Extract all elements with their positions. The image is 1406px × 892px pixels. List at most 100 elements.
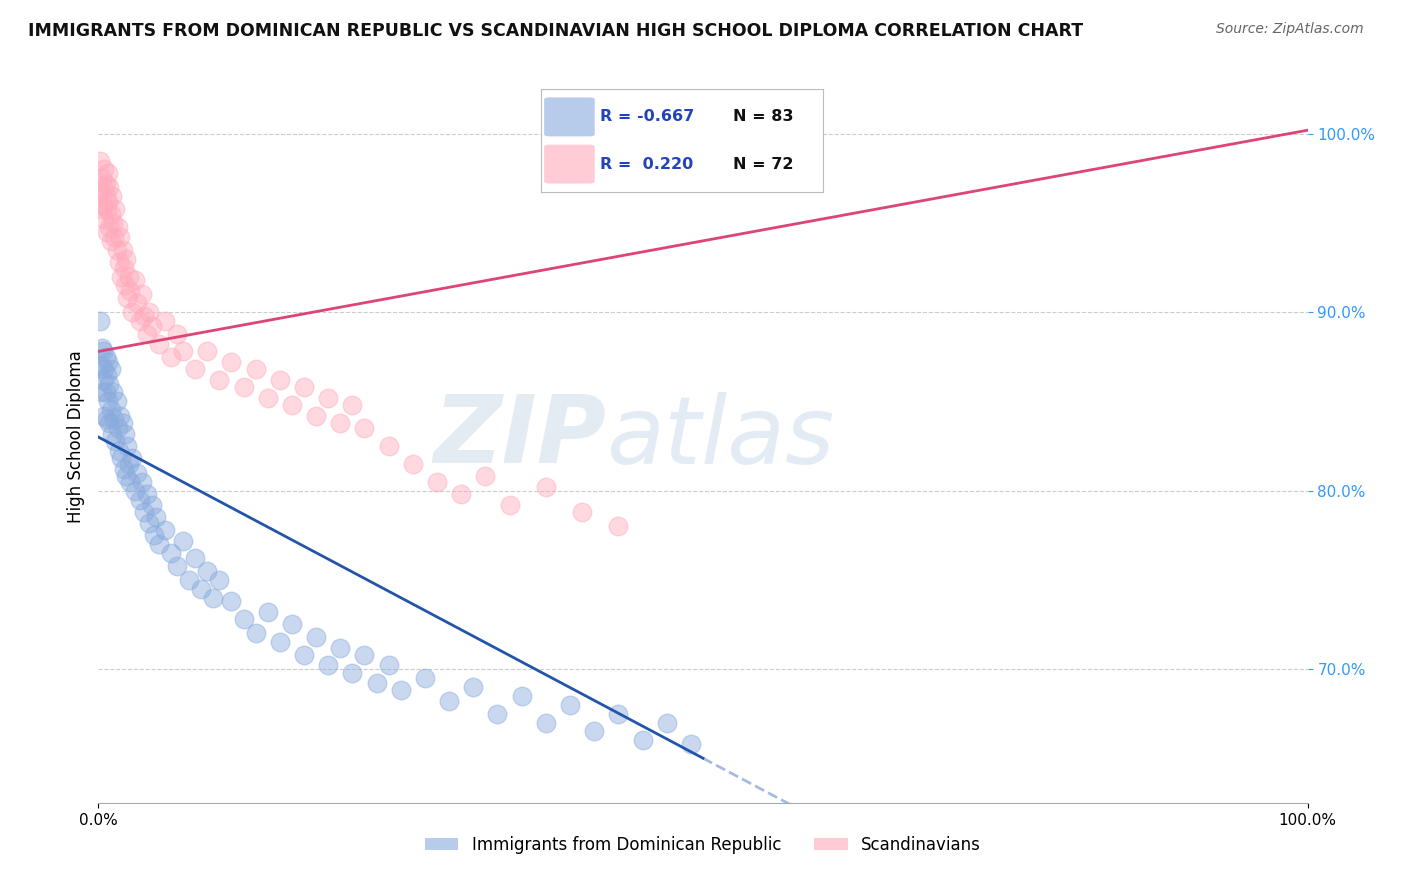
Point: [118, 269, 141, 284]
Point: [91, 171, 114, 186]
Point: [256, 391, 278, 405]
Point: [679, 737, 702, 751]
Text: Source: ZipAtlas.com: Source: ZipAtlas.com: [1216, 22, 1364, 37]
Point: [104, 434, 127, 448]
Point: [631, 733, 654, 747]
Point: [89, 314, 111, 328]
Point: [117, 439, 139, 453]
Point: [141, 319, 163, 334]
Point: [118, 284, 141, 298]
Point: [96, 412, 118, 426]
Point: [131, 287, 153, 301]
Point: [281, 398, 304, 412]
Point: [96, 202, 118, 216]
Point: [134, 505, 156, 519]
Point: [91, 385, 114, 400]
Point: [100, 189, 122, 203]
Point: [143, 528, 166, 542]
Point: [93, 162, 115, 177]
Point: [195, 564, 218, 578]
Point: [115, 469, 138, 483]
Text: ZIP: ZIP: [433, 391, 606, 483]
Point: [208, 373, 231, 387]
Point: [107, 421, 129, 435]
Point: [172, 533, 194, 548]
Point: [292, 648, 315, 662]
Point: [486, 706, 509, 721]
Text: R = -0.667: R = -0.667: [600, 110, 695, 124]
Point: [100, 234, 122, 248]
Point: [329, 640, 352, 655]
Point: [100, 403, 122, 417]
Text: R =  0.220: R = 0.220: [600, 157, 693, 171]
Point: [437, 694, 460, 708]
Point: [208, 573, 231, 587]
Point: [108, 230, 131, 244]
Point: [96, 225, 118, 239]
Point: [105, 243, 128, 257]
Point: [232, 380, 254, 394]
Point: [316, 391, 339, 405]
Point: [118, 457, 141, 471]
Point: [98, 219, 121, 234]
Point: [353, 648, 375, 662]
Point: [166, 558, 188, 573]
Text: atlas: atlas: [606, 392, 835, 483]
Point: [94, 177, 117, 191]
Point: [342, 398, 364, 412]
Point: [121, 451, 143, 466]
Point: [91, 341, 114, 355]
Point: [145, 510, 167, 524]
Point: [148, 337, 170, 351]
Point: [138, 305, 160, 319]
Point: [148, 537, 170, 551]
Point: [100, 207, 122, 221]
Point: [166, 326, 188, 341]
Point: [450, 487, 472, 501]
Point: [232, 612, 254, 626]
Point: [103, 230, 125, 244]
Point: [377, 658, 399, 673]
Point: [94, 350, 117, 364]
Point: [510, 689, 533, 703]
Point: [534, 715, 557, 730]
Point: [103, 412, 125, 426]
Point: [97, 355, 120, 369]
Point: [91, 180, 114, 194]
Point: [498, 498, 520, 512]
Point: [245, 362, 267, 376]
Point: [655, 715, 678, 730]
Point: [97, 394, 120, 409]
Point: [141, 498, 163, 512]
Point: [128, 314, 150, 328]
Point: [91, 202, 114, 216]
Point: [112, 462, 135, 476]
Point: [353, 421, 375, 435]
Legend: Immigrants from Dominican Republic, Scandinavians: Immigrants from Dominican Republic, Scan…: [419, 829, 987, 860]
Text: N = 83: N = 83: [733, 110, 793, 124]
Point: [131, 475, 153, 489]
Point: [202, 591, 225, 605]
Point: [114, 278, 136, 293]
Point: [316, 658, 339, 673]
Point: [160, 546, 183, 560]
Text: N = 72: N = 72: [733, 157, 793, 171]
Point: [105, 394, 128, 409]
Point: [153, 523, 176, 537]
Point: [463, 680, 485, 694]
Point: [107, 219, 129, 234]
Point: [108, 255, 131, 269]
Point: [571, 505, 593, 519]
Point: [114, 426, 136, 441]
Point: [121, 305, 143, 319]
Point: [98, 416, 121, 430]
Point: [128, 492, 150, 507]
Point: [256, 605, 278, 619]
Point: [135, 326, 157, 341]
Point: [135, 487, 157, 501]
Point: [110, 451, 132, 466]
Point: [127, 296, 149, 310]
Point: [117, 291, 139, 305]
Point: [190, 582, 212, 596]
Point: [108, 444, 131, 458]
